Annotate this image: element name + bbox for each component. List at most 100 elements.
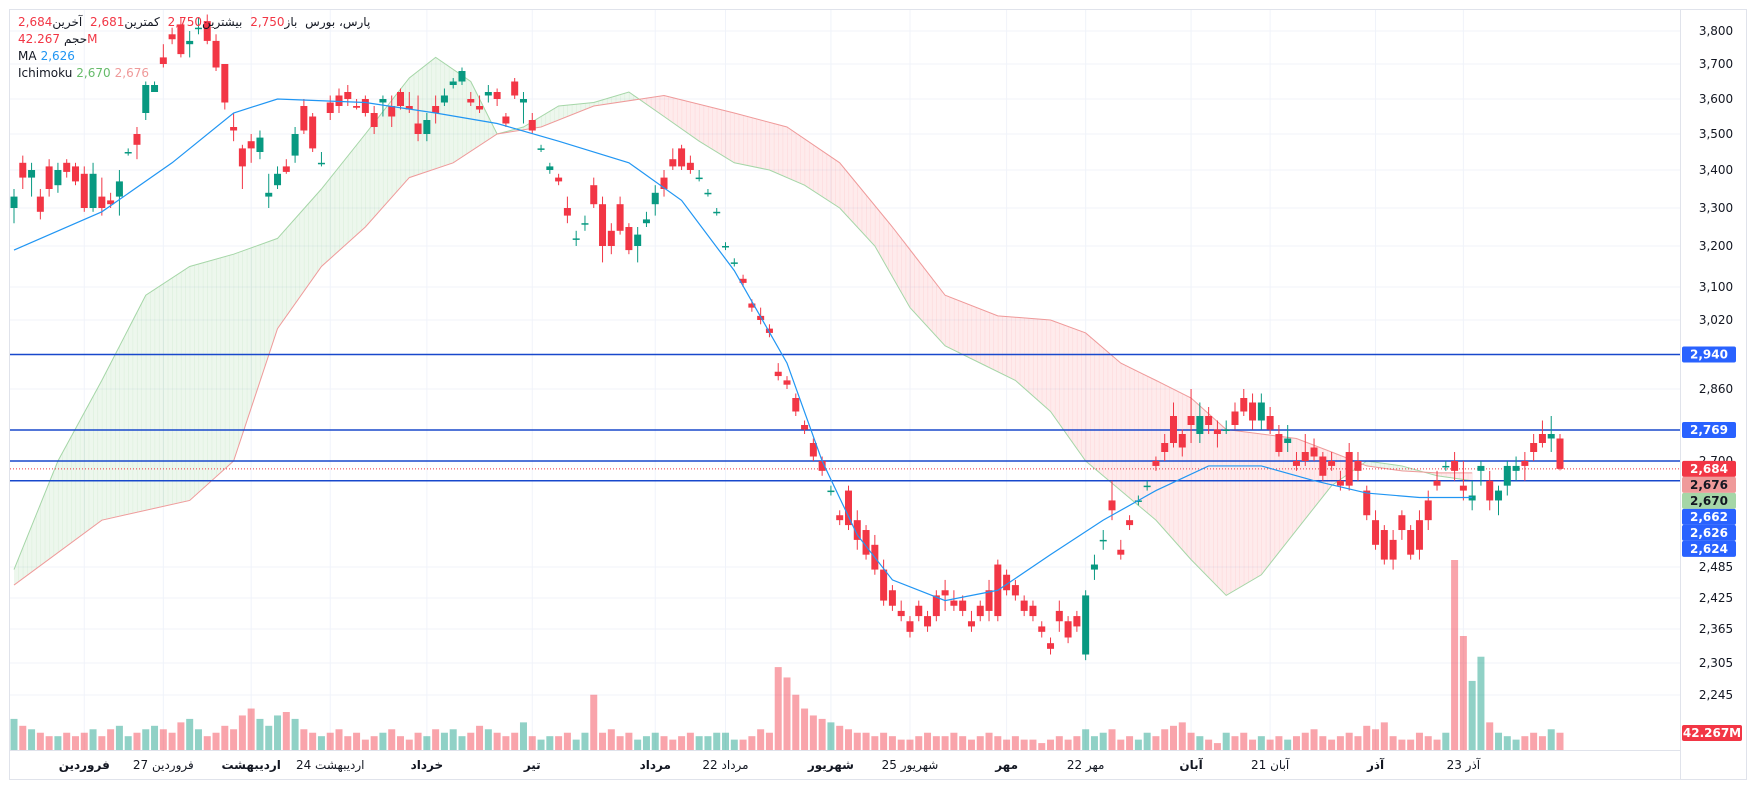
price-tick-label: 3,100 bbox=[1699, 280, 1733, 294]
cloud-segment bbox=[931, 277, 937, 337]
time-tick-label: خرداد bbox=[411, 758, 444, 772]
candle-body bbox=[1284, 438, 1292, 443]
cloud-segment bbox=[549, 108, 555, 124]
volume-bar bbox=[862, 732, 870, 750]
cloud-segment bbox=[1371, 461, 1377, 468]
cloud-segment bbox=[391, 94, 397, 198]
cloud-segment bbox=[382, 106, 388, 208]
volume-bar bbox=[651, 732, 659, 750]
price-tick-label: 3,700 bbox=[1699, 57, 1733, 71]
cloud-segment bbox=[356, 139, 362, 235]
volume-bar bbox=[844, 729, 852, 750]
volume-bar bbox=[1099, 732, 1107, 750]
volume-bar bbox=[476, 725, 484, 750]
volume-bar bbox=[555, 736, 563, 750]
volume-bar bbox=[440, 732, 448, 750]
price-tick-label: 2,860 bbox=[1699, 382, 1733, 396]
cloud-segment bbox=[49, 471, 55, 559]
volume-bar bbox=[1495, 732, 1503, 750]
cloud-segment bbox=[857, 183, 863, 232]
candle-body bbox=[476, 106, 484, 110]
candle-body bbox=[932, 595, 940, 617]
cloud-segment bbox=[35, 504, 41, 569]
candle-body bbox=[1055, 610, 1063, 622]
candle-body bbox=[607, 230, 615, 246]
volume-bar bbox=[1205, 739, 1213, 750]
cloud-segment bbox=[892, 227, 898, 285]
candle-body bbox=[353, 106, 361, 108]
candle-body bbox=[1249, 402, 1257, 421]
cloud-segment bbox=[817, 147, 823, 197]
cloud-segment bbox=[1274, 435, 1280, 558]
candle-body bbox=[1090, 564, 1098, 570]
cloud-segment bbox=[694, 103, 700, 142]
cloud-segment bbox=[765, 121, 771, 170]
cloud-segment bbox=[360, 134, 366, 231]
volume-bar bbox=[388, 729, 396, 750]
cloud-segment bbox=[1037, 318, 1043, 404]
candle-body bbox=[1398, 515, 1406, 531]
cloud-segment bbox=[167, 277, 173, 506]
price-badge-bg bbox=[1682, 508, 1736, 525]
volume-bar bbox=[1117, 739, 1125, 750]
price-badge: 2,684 bbox=[1682, 460, 1736, 477]
cloud-segment bbox=[1054, 321, 1060, 424]
volume-bar bbox=[765, 732, 773, 750]
time-tick-label: 22 مهر bbox=[1067, 758, 1105, 773]
price-badge-label: 2,670 bbox=[1690, 494, 1728, 508]
cloud-segment bbox=[1261, 434, 1267, 575]
cloud-segment bbox=[571, 104, 577, 115]
candle-body bbox=[695, 177, 703, 180]
cloud-segment bbox=[664, 95, 670, 120]
candle-body bbox=[1486, 480, 1494, 501]
volume-bar bbox=[98, 736, 106, 750]
cloud-segment bbox=[1103, 348, 1109, 480]
candle-body bbox=[1451, 461, 1459, 471]
candle-body bbox=[1433, 480, 1441, 486]
price-badge: 2,676 bbox=[1682, 476, 1736, 493]
cloud-segment bbox=[75, 420, 81, 540]
cloud-segment bbox=[1015, 317, 1021, 385]
price-tick-label: 3,800 bbox=[1699, 24, 1733, 38]
cloud-segment bbox=[470, 81, 476, 152]
volume-bar bbox=[397, 736, 404, 750]
volume-bar bbox=[1354, 736, 1362, 750]
candle-body bbox=[502, 116, 510, 124]
candle-body bbox=[888, 590, 896, 606]
volume-bar bbox=[713, 732, 721, 750]
volume-bar bbox=[1161, 729, 1169, 750]
price-badge-label: 2,684 bbox=[1690, 462, 1728, 476]
volume-bar bbox=[774, 667, 782, 750]
cloud-segment bbox=[1164, 384, 1170, 535]
candle-body bbox=[142, 85, 150, 113]
cloud-segment bbox=[396, 89, 402, 193]
ichimoku-cloud bbox=[13, 56, 1473, 597]
candle-body bbox=[1178, 434, 1186, 448]
cloud-segment bbox=[1450, 472, 1456, 479]
legend-open-label: باز bbox=[284, 15, 298, 29]
candle-body bbox=[361, 99, 369, 113]
cloud-segment bbox=[523, 124, 529, 130]
volume-bar bbox=[1424, 736, 1432, 750]
candle-body bbox=[844, 490, 852, 526]
candle-body bbox=[1038, 626, 1046, 632]
volume-bar bbox=[871, 736, 879, 750]
cloud-segment bbox=[668, 96, 674, 123]
candle-body bbox=[739, 278, 747, 283]
cloud-segment bbox=[958, 300, 964, 355]
cloud-segment bbox=[1375, 462, 1381, 468]
cloud-segment bbox=[136, 303, 142, 513]
volume-bar bbox=[1134, 739, 1142, 750]
volume-bar bbox=[1451, 560, 1459, 750]
legend-close-label: آخرین bbox=[52, 15, 83, 29]
cloud-segment bbox=[237, 250, 243, 448]
volume-bar bbox=[634, 739, 642, 750]
cloud-segment bbox=[725, 110, 731, 161]
cloud-segment bbox=[1182, 393, 1188, 555]
price-tick-label: 3,200 bbox=[1699, 239, 1733, 253]
candle-body bbox=[1134, 500, 1142, 502]
volume-bar bbox=[563, 732, 571, 750]
candle-body bbox=[555, 177, 563, 182]
